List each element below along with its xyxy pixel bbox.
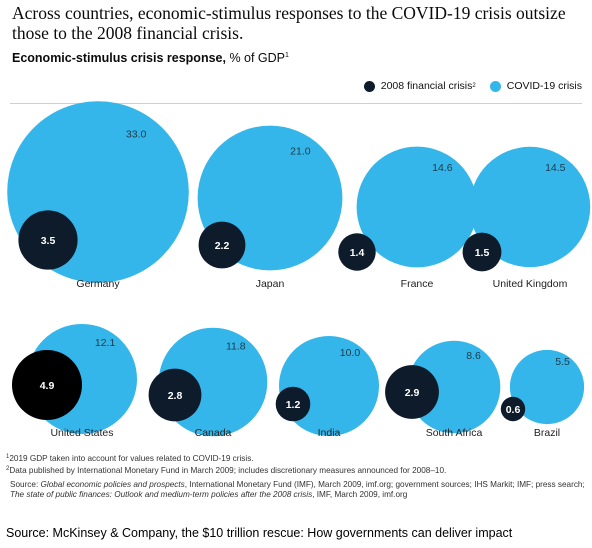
subtitle-rest: % of GDP [225,51,286,65]
footnote-1: 12019 GDP taken into account for values … [6,452,586,464]
source-title-2: The state of public finances: Outlook an… [10,490,313,499]
crisis2008-bubble-south-africa [385,365,439,419]
legend-label-2008: 2008 financial crisis [380,80,473,92]
footnote-2-sup: 2 [6,466,10,472]
crisis2008-bubble-india [275,386,311,422]
country-label-germany: Germany [76,278,120,290]
covid-value-germany: 33.0 [126,129,147,141]
legend-dot-2008 [363,80,375,92]
crisis2008-bubble-canada [148,368,202,422]
covid-bubble-brazil [509,349,585,425]
crisis2008-value-united-kingdom: 1.5 [475,247,490,259]
country-label-united-kingdom: United Kingdom [493,278,568,290]
covid-value-united-states: 12.1 [95,337,116,349]
crisis2008-value-france: 1.4 [350,247,365,259]
legend-item-covid: COVID-19 crisis [489,80,582,92]
covid-value-india: 10.0 [340,347,361,359]
country-label-canada: Canada [195,427,232,439]
footnote-2-text: Data published by International Monetary… [9,466,447,475]
footnote-2: 2Data published by International Monetar… [6,464,586,476]
legend-label-covid: COVID-19 crisis [506,80,582,92]
covid-bubble-france [356,146,478,268]
legend-dot-covid [489,80,501,92]
crisis2008-value-united-states: 4.9 [40,380,55,392]
source-prefix: Source: [10,480,41,489]
crisis2008-bubble-germany [18,210,78,270]
country-label-south-africa: South Africa [426,427,483,439]
crisis2008-bubble-france [338,233,376,271]
crisis2008-value-brazil: 0.6 [506,404,521,416]
crisis2008-value-india: 1.2 [286,399,301,411]
country-label-france: France [401,278,434,290]
covid-value-canada: 11.8 [226,340,246,352]
source-end: , IMF, March 2009, imf.org [312,490,408,499]
covid-bubble-united-kingdom [469,146,591,268]
covid-value-united-kingdom: 14.5 [545,162,566,174]
headline: Across countries, economic-stimulus resp… [12,3,566,43]
legend-item-2008: 2008 financial crisis 2 [363,80,476,92]
country-label-brazil: Brazil [534,427,560,439]
crisis2008-value-japan: 2.2 [215,240,230,252]
covid-value-japan: 21.0 [290,146,311,158]
covid-value-south-africa: 8.6 [466,350,481,362]
crisis2008-value-canada: 2.8 [168,390,183,402]
source-mid: , International Monetary Fund (IMF), Mar… [184,480,585,489]
crisis2008-value-germany: 3.5 [41,235,56,247]
crisis2008-bubble-japan [198,221,246,269]
country-label-india: India [318,427,341,439]
footnotes: 12019 GDP taken into account for values … [6,452,586,500]
legend-sup-2008: 2 [472,83,476,89]
country-label-japan: Japan [256,278,285,290]
crisis2008-bubble-brazil [500,396,526,422]
subtitle-sup: 1 [285,52,289,59]
source-title-1: Global economic policies and prospects [40,480,185,489]
footnote-1-text: 2019 GDP taken into account for values r… [9,454,254,463]
crisis2008-bubble-united-states [12,350,82,420]
footnote-1-sup: 1 [6,454,10,460]
covid-value-brazil: 5.5 [555,356,570,368]
source-line: Source: McKinsey & Company, the $10 tril… [6,526,513,540]
header-divider [10,103,582,104]
source-note: Source: Global economic policies and pro… [6,480,586,500]
legend: 2008 financial crisis 2 COVID-19 crisis [350,80,582,92]
bubble-chart: 33.0 3.5 Germany 21.0 2.2 Japan 14.6 1.4 France 1… [7,101,591,439]
chart-subtitle: Economic-stimulus crisis response, % of … [12,51,289,65]
country-label-united-states: United States [50,427,113,439]
crisis2008-bubble-united-kingdom [462,232,502,272]
crisis2008-value-south-africa: 2.9 [405,387,420,399]
subtitle-bold: Economic-stimulus crisis response, [12,51,226,65]
covid-value-france: 14.6 [432,162,453,174]
